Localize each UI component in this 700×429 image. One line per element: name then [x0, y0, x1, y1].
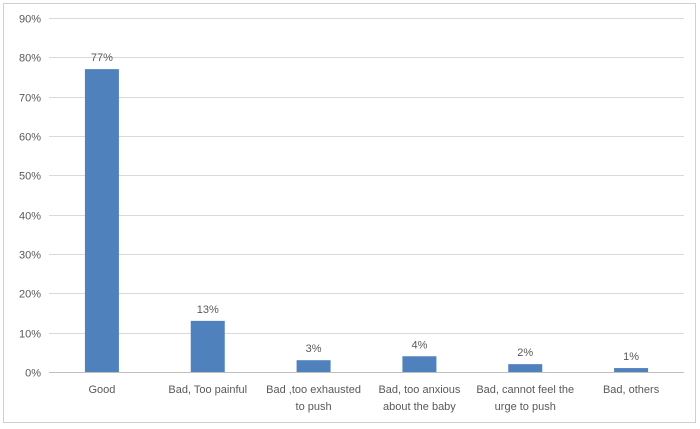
bar [296, 360, 331, 372]
bar [508, 364, 543, 372]
bar [190, 320, 225, 372]
x-tick-label: Bad, cannot feel the urge to push [476, 384, 574, 413]
y-tick-label: 10% [19, 329, 41, 341]
x-tick-label: Bad, Too painful [168, 384, 247, 396]
chart-frame: 0% 10% 20% 30% 40% 50% 60% 70% 80% 90% 77% 13% 3% 4%… [3, 3, 696, 423]
x-axis-tick-labels: Good Bad, Too painful Bad ,too exhausted to… [88, 384, 659, 413]
gridlines [49, 18, 684, 373]
bars [84, 69, 649, 372]
bar [402, 356, 437, 372]
data-labels: 77% 13% 3% 4% 2% 1% [91, 52, 639, 363]
y-tick-label: 70% [19, 93, 41, 105]
y-tick-label: 30% [19, 250, 41, 262]
x-tick-label: Bad, too anxious about the baby [378, 384, 460, 413]
y-tick-label: 0% [25, 368, 41, 380]
data-label: 77% [91, 52, 113, 64]
bar [614, 368, 649, 372]
y-tick-label: 60% [19, 132, 41, 144]
y-tick-label: 40% [19, 211, 41, 223]
data-label: 2% [517, 347, 533, 359]
data-label: 4% [411, 339, 427, 351]
y-tick-label: 50% [19, 171, 41, 183]
x-tick-label: Bad ,too exhausted to push [266, 384, 361, 413]
y-axis-tick-labels: 0% 10% 20% 30% 40% 50% 60% 70% 80% 90% [19, 14, 41, 380]
y-tick-label: 20% [19, 289, 41, 301]
data-label: 13% [197, 304, 219, 316]
y-tick-label: 90% [19, 14, 41, 26]
bar-chart: 0% 10% 20% 30% 40% 50% 60% 70% 80% 90% 77% 13% 3% 4%… [19, 14, 684, 413]
y-tick-label: 80% [19, 53, 41, 65]
x-tick-label: Good [88, 384, 115, 396]
bar [84, 69, 119, 372]
data-label: 3% [306, 343, 322, 355]
data-label: 1% [623, 351, 639, 363]
x-tick-label: Bad, others [603, 384, 660, 396]
